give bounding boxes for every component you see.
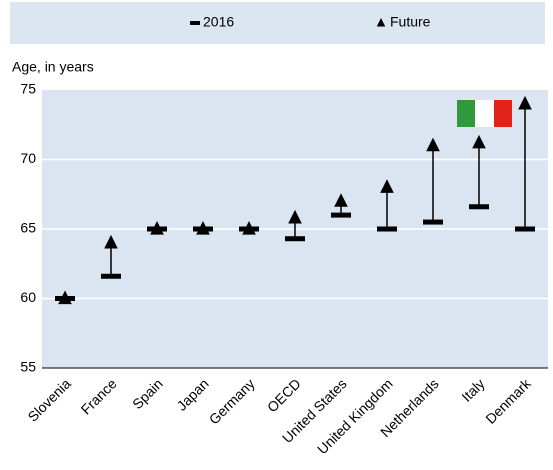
x-tick-label: Spain <box>129 375 166 412</box>
flag-white <box>475 100 494 127</box>
marker-future <box>334 193 348 207</box>
y-tick-label: 75 <box>20 81 36 97</box>
x-tick-label: Italy <box>458 375 487 404</box>
marker-future <box>196 221 210 235</box>
legend-box <box>10 2 545 44</box>
marker-future <box>58 290 72 305</box>
marker-future <box>518 95 532 110</box>
marker-future <box>242 221 256 235</box>
x-tick-label: OECD <box>264 375 304 415</box>
x-tick-label: Denmark <box>482 375 534 427</box>
y-tick-label: 60 <box>20 289 36 305</box>
marker-future <box>288 209 302 224</box>
marker-future <box>380 179 394 193</box>
marker-2016 <box>331 212 351 218</box>
flag-green <box>457 100 475 127</box>
legend-swatch <box>190 21 200 25</box>
marker-2016 <box>515 226 535 232</box>
marker-2016 <box>469 204 489 210</box>
marker-future <box>104 234 118 249</box>
x-tick-label: France <box>78 375 120 417</box>
legend-swatch <box>376 18 386 27</box>
x-tick-label: Japan <box>173 375 211 413</box>
y-axis-label: Age, in years <box>12 59 94 75</box>
marker-future <box>472 134 486 149</box>
marker-2016 <box>423 219 443 225</box>
italy-flag <box>457 100 512 127</box>
marker-future <box>426 137 440 152</box>
legend-label: Future <box>390 14 431 30</box>
marker-2016 <box>377 226 397 232</box>
y-tick-label: 55 <box>20 359 36 375</box>
marker-2016 <box>285 236 305 242</box>
y-tick-label: 70 <box>20 150 36 166</box>
x-tick-label: Germany <box>206 375 258 427</box>
marker-2016 <box>101 273 121 279</box>
y-tick-label: 65 <box>20 220 36 236</box>
x-tick-label: Slovenia <box>24 375 73 424</box>
flag-red <box>494 100 512 127</box>
marker-future <box>150 221 164 235</box>
legend-label: 2016 <box>203 14 234 30</box>
